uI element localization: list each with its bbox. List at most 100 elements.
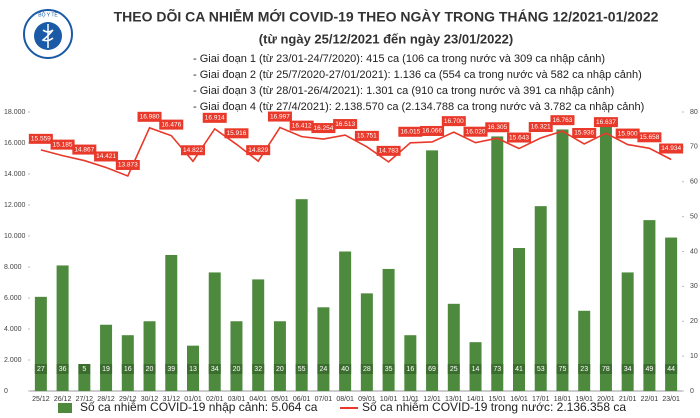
bar [121,335,134,391]
bar-label-bg [426,364,439,374]
y-tick-label: 8.000 [4,264,22,271]
bar-label: 73 [493,366,501,373]
bar-label-bg [34,364,47,374]
y-tick-label: 16.000 [4,140,26,147]
y-tick-label: 2.000 [4,357,22,364]
bar-label-bg [621,364,634,374]
line-label-bg [528,122,553,133]
line-label-bg [637,132,662,143]
y2-tick-label: 60 [690,179,698,186]
bar-label: 36 [59,366,67,373]
line-label: 16.763 [553,117,573,124]
line-label-bg [420,125,445,136]
bar-label-bg [78,364,91,374]
x-tick-label: 13/01 [445,396,463,403]
x-tick-label: 26/12 [54,396,72,403]
x-tick-label: 14/01 [467,396,485,403]
bar-label-bg [665,364,678,374]
y2-tick-label: 0 [690,388,694,395]
line-label-bg [224,128,249,139]
bar [295,199,308,391]
line-label: 16.020 [466,128,486,135]
bar-label-bg [165,364,178,374]
bar [56,265,69,391]
bar-label: 39 [167,366,175,373]
bar-label: 35 [385,366,393,373]
line-label: 16.997 [270,113,290,120]
bar [78,373,91,391]
bar [578,310,591,391]
bar [273,321,286,391]
chart-subtitle: (từ ngày 25/12/2021 đến ngày 23/01/2022) [259,31,513,46]
line-label-bg [94,151,119,162]
line-label-bg [593,117,618,128]
x-tick-label: 10/01 [380,396,398,403]
bar [665,237,678,391]
bar-label-bg [491,364,504,374]
x-tick-label: 04/01 [249,396,267,403]
bar [230,321,243,391]
bar [404,335,417,391]
y2-tick-label: 80 [690,109,698,116]
line-label: 14.822 [183,147,203,154]
bar-label-bg [513,364,525,374]
line-label-bg [181,145,205,156]
line-label-bg [246,145,271,156]
line-label: 13.873 [118,162,138,169]
line-label-bg [572,127,597,138]
bar-label: 55 [298,366,306,373]
bar [447,303,460,391]
y2-tick-label: 50 [690,213,698,220]
x-tick-label: 21/01 [619,396,637,403]
x-tick-label: 12/01 [423,396,441,403]
bar-label: 13 [189,366,197,373]
bar-label-bg [447,364,460,374]
line-label: 16.980 [140,114,160,121]
bar [513,248,525,391]
bar-label: 34 [624,366,632,373]
bar-label: 20 [146,366,154,373]
bar-label: 20 [276,366,284,373]
line-label-bg [441,116,466,127]
y-tick-label: 14.000 [4,171,26,178]
y-tick-label: 10.000 [4,233,26,240]
bar-label: 14 [472,366,480,373]
line-label-bg [311,123,336,134]
x-tick-label: 29/12 [119,396,137,403]
bar-label-bg [143,364,156,374]
line-label-bg [267,111,292,122]
line-label-bg [115,159,140,170]
x-tick-label: 23/01 [662,396,680,403]
bar-label: 44 [667,366,675,373]
bar-label: 78 [602,366,610,373]
bar [382,268,395,391]
x-tick-label: 25/12 [32,396,50,403]
logo-text: BỘ Y TẾ [38,11,58,18]
bar-label-bg [534,364,547,374]
line-label-bg [615,128,640,139]
line-label: 14.783 [379,148,399,155]
bar-label-bg [121,364,134,374]
line-label-bg [398,126,423,137]
line-label: 15.185 [53,141,73,148]
bar-label-bg [100,364,113,374]
line-label: 16.066 [422,128,442,135]
x-tick-label: 28/12 [97,396,115,403]
bar [556,129,569,391]
x-tick-label: 19/01 [575,396,593,403]
legend-label: Số ca nhiễm COVID-19 trong nước: 2.136.3… [362,399,626,414]
bar-label-bg [556,364,569,374]
x-tick-label: 05/01 [271,396,289,403]
x-tick-label: 20/01 [597,396,615,403]
chart-title: THEO DÕI CA NHIỄM MỚI COVID-19 THEO NGÀY… [114,8,659,25]
line-label: 15.936 [574,130,594,137]
x-tick-label: 09/01 [358,396,376,403]
bar-label: 25 [450,366,458,373]
bar-label-bg [382,364,395,374]
bar-label: 69 [428,366,436,373]
bar-label: 41 [515,366,523,373]
x-tick-label: 16/01 [510,396,528,403]
bar [491,136,504,391]
line-label: 15.900 [618,130,638,137]
